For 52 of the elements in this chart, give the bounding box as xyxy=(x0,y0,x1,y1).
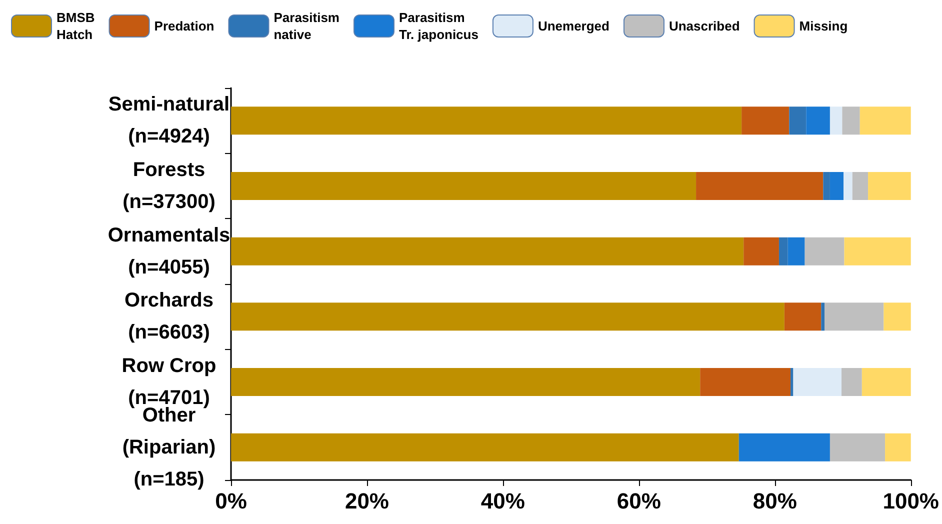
bar xyxy=(844,172,852,200)
x-tick-label: 20% xyxy=(344,488,389,514)
legend-label: Missing xyxy=(799,18,848,34)
bar xyxy=(830,172,844,200)
legend-label: Predation xyxy=(154,18,214,34)
bar xyxy=(885,433,911,462)
legend-label: Unemerged xyxy=(538,18,610,34)
bar xyxy=(700,368,791,396)
bar xyxy=(830,433,886,462)
bar xyxy=(788,237,805,266)
bar xyxy=(231,106,742,135)
bar xyxy=(231,237,744,266)
bar xyxy=(231,302,784,331)
bar xyxy=(852,172,868,200)
bar xyxy=(231,368,700,396)
bar xyxy=(823,172,830,200)
bar xyxy=(806,106,830,135)
bar xyxy=(742,106,790,135)
legend-label: Unascribed xyxy=(668,18,740,34)
bar xyxy=(824,302,884,331)
bar xyxy=(784,302,822,331)
y-tick-label: Semi-natural (n=4924) xyxy=(108,94,230,148)
bar xyxy=(860,106,911,135)
bar xyxy=(844,237,911,266)
y-tick-label: Forests (n=37300) xyxy=(122,159,216,213)
bar xyxy=(778,237,788,266)
bar xyxy=(231,433,739,462)
bar xyxy=(790,368,794,396)
bar xyxy=(804,237,844,266)
bar xyxy=(744,237,779,266)
bar xyxy=(862,368,911,396)
bar xyxy=(842,368,862,396)
y-tick-label: Orchards (n=6603) xyxy=(124,290,214,344)
legend-label: Parasitism Tr. japonicus xyxy=(398,10,478,42)
bar xyxy=(231,172,696,200)
bar xyxy=(842,106,860,135)
legend-label: BMSB Hatch xyxy=(56,10,95,42)
bar xyxy=(738,433,830,462)
y-tick-label: Ornamentals (n=4055) xyxy=(108,224,230,278)
bar xyxy=(884,302,911,331)
x-tick-label: 40% xyxy=(480,488,525,514)
bar xyxy=(830,106,842,135)
bar xyxy=(821,302,825,331)
bar xyxy=(793,368,842,396)
legend-label: Parasitism native xyxy=(274,10,340,42)
x-tick-label: 0% xyxy=(215,488,247,514)
x-tick-label: 80% xyxy=(752,488,797,514)
x-tick-label: 100% xyxy=(882,488,940,514)
bar xyxy=(789,106,806,135)
bar xyxy=(868,172,911,200)
bar xyxy=(696,172,824,200)
x-tick-label: 60% xyxy=(616,488,661,514)
